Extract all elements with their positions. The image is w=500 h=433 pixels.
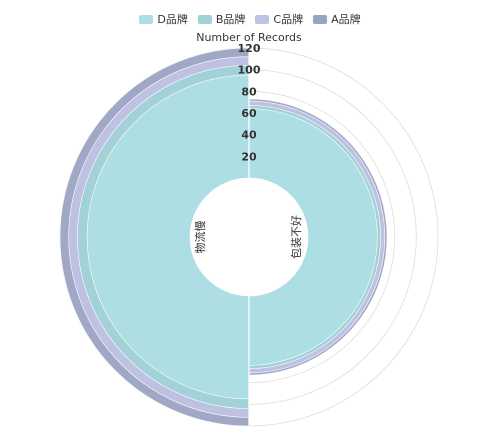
legend-item-b[interactable]: B品牌 bbox=[197, 11, 246, 27]
bar-D品牌-包装不好[interactable] bbox=[248, 108, 378, 366]
label-layer: 20 40 60 80 100 120 物流慢 包装不好 bbox=[193, 42, 303, 428]
tick-label-60: 60 bbox=[241, 107, 257, 120]
tick-label-100: 100 bbox=[238, 64, 261, 77]
legend-swatch-c bbox=[255, 14, 270, 24]
legend-item-c[interactable]: C品牌 bbox=[255, 11, 303, 27]
tick-label-80: 80 bbox=[241, 85, 257, 98]
bar-D品牌-物流慢[interactable] bbox=[87, 74, 250, 400]
category-label-0: 物流慢 bbox=[193, 221, 207, 254]
legend-swatch-d bbox=[139, 14, 154, 24]
bar-layer bbox=[59, 47, 388, 427]
legend-item-a[interactable]: A品牌 bbox=[313, 11, 361, 27]
tick-label-40: 40 bbox=[241, 129, 257, 142]
axis-title: Number of Records bbox=[196, 31, 302, 44]
tick-label-120: 120 bbox=[238, 42, 261, 55]
legend-label-a: A品牌 bbox=[331, 13, 361, 26]
legend-item-d[interactable]: D品牌 bbox=[139, 11, 188, 27]
legend: D品牌 B品牌 C品牌 A品牌 bbox=[0, 11, 500, 27]
category-label-1: 包装不好 bbox=[289, 215, 303, 259]
legend-label-c: C品牌 bbox=[273, 13, 304, 26]
legend-label-b: B品牌 bbox=[215, 13, 246, 26]
legend-swatch-a bbox=[313, 14, 328, 24]
tick-label-20: 20 bbox=[241, 150, 257, 163]
legend-label-d: D品牌 bbox=[157, 13, 188, 26]
legend-swatch-b bbox=[197, 14, 212, 24]
